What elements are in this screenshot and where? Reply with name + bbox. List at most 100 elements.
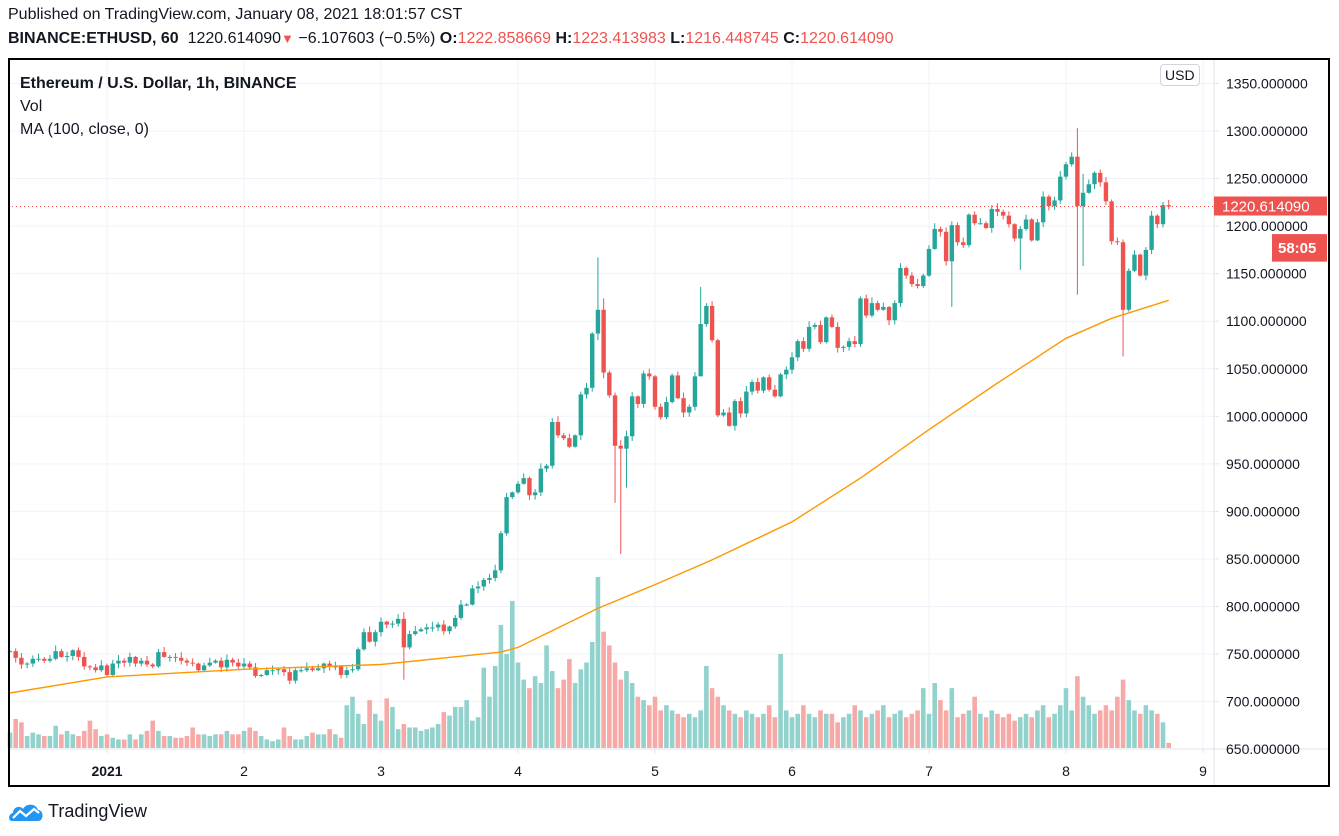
candle-body xyxy=(82,656,87,667)
candle-body xyxy=(36,658,41,660)
volume-bar xyxy=(544,645,549,748)
candle-body xyxy=(458,604,464,618)
candle-body xyxy=(949,225,955,262)
candle-body xyxy=(1012,224,1017,239)
volume-bar xyxy=(1115,696,1120,748)
volume-bar xyxy=(504,653,509,748)
volume-bar xyxy=(584,662,589,748)
current-price-label: 1220.614090 xyxy=(1222,198,1310,215)
candle-body xyxy=(761,377,766,391)
volume-bar xyxy=(441,712,447,748)
y-tick-label: 700.000000 xyxy=(1226,694,1300,710)
tradingview-cloud-icon xyxy=(9,804,43,821)
legend-ma[interactable]: MA (100, close, 0) xyxy=(20,121,149,138)
candle-body xyxy=(1126,270,1131,310)
candle-body xyxy=(253,667,258,676)
candle-body xyxy=(144,660,150,665)
volume-bar xyxy=(818,710,823,748)
candle-body xyxy=(7,651,13,653)
candle-body xyxy=(664,402,669,418)
symbol-name: BINANCE:ETHUSD, 60 xyxy=(8,30,179,47)
volume-bar xyxy=(766,705,772,748)
volume-bar xyxy=(452,706,458,748)
candle-body xyxy=(498,533,504,571)
candle-body xyxy=(161,652,167,657)
volume-bar xyxy=(13,718,19,748)
volume-bar xyxy=(36,734,41,748)
candle-body xyxy=(367,632,372,642)
volume-bar xyxy=(1046,717,1052,748)
volume-bar xyxy=(1166,742,1172,748)
volume-bar xyxy=(1092,713,1097,748)
volume-bar xyxy=(635,696,641,748)
candle-body xyxy=(510,492,515,498)
volume-bar xyxy=(510,600,515,748)
candle-body xyxy=(190,662,195,664)
tradingview-logo[interactable]: TradingView xyxy=(8,800,147,822)
x-tick-label: 6 xyxy=(788,763,796,779)
x-tick-label: 9 xyxy=(1199,763,1207,779)
currency-badge[interactable]: USD xyxy=(1160,64,1200,86)
candle-body xyxy=(926,248,932,276)
y-tick-label: 850.000000 xyxy=(1226,551,1300,567)
candle-body xyxy=(624,436,629,449)
candle-body xyxy=(47,658,53,661)
volume-bar xyxy=(841,717,846,748)
volume-bar xyxy=(955,717,960,748)
candle-body xyxy=(1040,196,1046,223)
candle-body xyxy=(692,376,698,407)
volume-bar xyxy=(167,736,173,748)
volume-bar xyxy=(664,705,669,748)
volume-bar xyxy=(470,720,475,748)
candle-body xyxy=(133,656,138,664)
candle-body xyxy=(806,326,812,349)
volume-bar xyxy=(492,665,498,748)
volume-bar xyxy=(178,737,184,748)
candle-body xyxy=(961,242,966,246)
candle-body xyxy=(424,627,429,630)
volume-bar xyxy=(264,739,270,748)
candle-body xyxy=(207,662,212,666)
y-tick-label: 1300.000000 xyxy=(1226,123,1308,139)
candle-body xyxy=(527,478,532,496)
chart-legend: Ethereum / U.S. Dollar, 1h, BINANCE Vol … xyxy=(20,72,297,141)
volume-bar xyxy=(698,710,703,748)
candle-body xyxy=(475,586,481,589)
candle-body xyxy=(738,401,743,414)
candle-body xyxy=(281,669,287,673)
volume-bar xyxy=(1057,705,1063,748)
candle-body xyxy=(201,665,207,671)
candle-body xyxy=(241,663,247,667)
candle-body xyxy=(835,326,840,348)
candle-body xyxy=(635,396,641,404)
candle-body xyxy=(658,406,663,418)
symbol-info-bar: BINANCE:ETHUSD, 60 1220.614090▼ −6.10760… xyxy=(8,30,894,48)
candle-body xyxy=(1115,241,1120,243)
x-tick-label: 3 xyxy=(377,763,385,779)
candle-body xyxy=(447,626,452,632)
volume-bar xyxy=(607,645,612,748)
volume-bar xyxy=(983,717,989,748)
volume-bar xyxy=(315,734,321,748)
candle-body xyxy=(316,668,321,671)
volume-bar xyxy=(327,729,332,748)
volume-bar xyxy=(87,720,93,748)
candle-body xyxy=(76,650,81,657)
y-tick-label: 1350.000000 xyxy=(1226,75,1308,91)
candle-body xyxy=(407,634,412,648)
volume-bar xyxy=(258,736,264,748)
volume-bar xyxy=(321,734,327,748)
volume-bar xyxy=(886,717,892,748)
high-label: H: xyxy=(555,30,573,47)
candle-body xyxy=(64,655,70,657)
volume-bar xyxy=(1075,676,1080,748)
legend-volume[interactable]: Vol xyxy=(20,98,43,115)
volume-bar xyxy=(59,734,64,748)
price-change: −6.107603 (−0.5%) xyxy=(298,30,436,47)
volume-bar xyxy=(744,710,749,748)
candle-body xyxy=(675,375,681,399)
chart-frame xyxy=(8,58,1330,787)
candle-body xyxy=(955,225,960,243)
volume-bar xyxy=(395,729,401,748)
